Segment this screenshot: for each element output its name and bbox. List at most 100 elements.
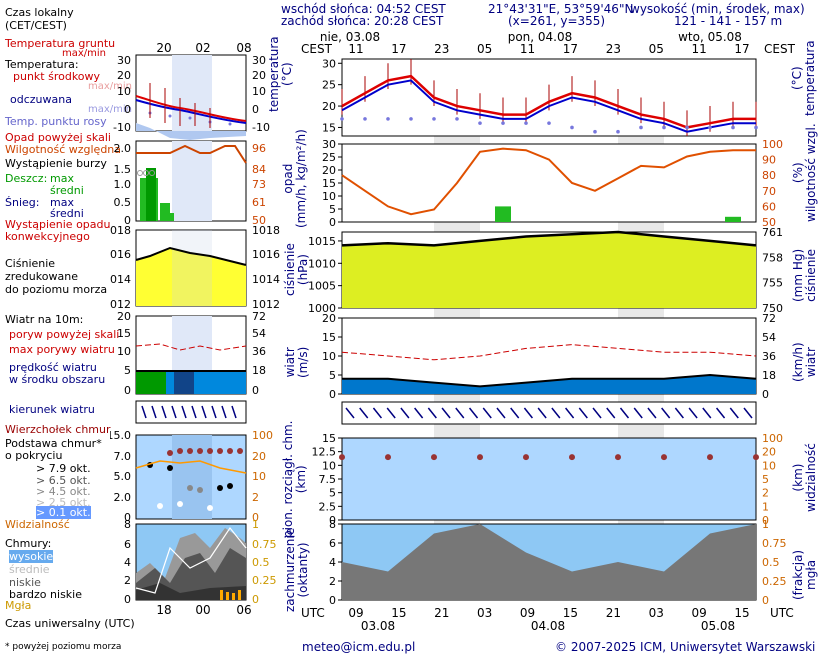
cloud-top-dot (569, 454, 575, 461)
svg-text:1016: 1016 (110, 248, 131, 261)
cloud-top-dot (753, 454, 759, 461)
wind-arrow (523, 407, 533, 419)
dew-point (478, 121, 482, 125)
y2tick-label-5: 1 (762, 518, 769, 531)
label-cover-right: (frakcja) mgła (791, 549, 818, 600)
legend-clouds: Chmury: (5, 537, 52, 550)
sunrise-text: wschód słońca: 04:52 CEST (281, 2, 446, 16)
date-label-2: pon, 04.08 (508, 30, 573, 44)
legend-cl-mid: średnie (9, 563, 50, 576)
ytick-label-3: 15 (322, 331, 336, 344)
utc-hour: 15 (563, 606, 578, 620)
svg-text:2: 2 (252, 491, 259, 504)
footnote: * powyżej poziomu morza (5, 642, 122, 652)
legend-rain-mean: średni (50, 184, 84, 197)
ytick-label-5: 8 (329, 518, 336, 531)
ytick-label-5: 2 (329, 575, 336, 588)
cloud-top-dot (477, 454, 483, 461)
wind-arrow (427, 407, 437, 419)
dew-point (340, 117, 344, 121)
legend-soil-sub: max/min (62, 48, 107, 59)
legend-snow: Śnieg: (5, 196, 40, 209)
local-hour: 05 (649, 42, 664, 56)
wind-arrow (345, 407, 355, 419)
y2tick-label-5: 0.25 (762, 575, 787, 588)
ytick-label-5: 0 (329, 594, 336, 607)
svg-text:1.0: 1.0 (114, 178, 132, 191)
utc-tick-2: 00 (195, 603, 210, 617)
utc-hour: 15 (391, 606, 406, 620)
svg-text:0: 0 (252, 593, 259, 606)
wind-arrow (386, 407, 396, 419)
svg-text:1012: 1012 (252, 298, 280, 311)
legend-cl-low: niskie (9, 576, 41, 589)
y2tick-label-4: 1 (762, 500, 769, 513)
local-tick-2: 02 (195, 41, 210, 55)
label-wind-left: wiatr (m/s) (283, 346, 310, 378)
svg-text:2.0: 2.0 (114, 491, 132, 504)
svg-text:0: 0 (252, 384, 259, 397)
label-press-left: ciśnienie (hPa) (283, 243, 310, 296)
ytick-label-2: 1015 (308, 235, 336, 248)
legend-convective: Wystąpienie opadu konwekcyjnego (5, 218, 111, 243)
dew-point (685, 125, 689, 130)
y2tick-label-5: 0.5 (762, 556, 780, 569)
ytick-label-2: 1000 (308, 302, 336, 315)
y2tick-label-4: 20 (762, 446, 776, 459)
date-label-3: wto, 05.08 (678, 30, 742, 44)
svg-text:1018: 1018 (252, 224, 280, 237)
dew-point (363, 117, 367, 121)
svg-text:1012: 1012 (110, 298, 131, 311)
svg-text:15.0: 15.0 (110, 429, 131, 442)
utc-date-3: 05.08 (701, 619, 735, 633)
y2tick-label-1: 60 (762, 200, 776, 213)
wind-arrow (633, 407, 643, 419)
wind-arrow (537, 407, 547, 419)
dew-point (570, 125, 574, 130)
ytick-label-1: 0 (329, 216, 336, 229)
local-hour: 11 (691, 42, 706, 56)
svg-text:6: 6 (124, 538, 131, 551)
svg-text:1: 1 (252, 518, 259, 531)
local-hour: 05 (477, 42, 492, 56)
svg-text:84: 84 (252, 163, 266, 176)
wind-arrow (510, 407, 520, 419)
svg-text:0.5: 0.5 (114, 196, 132, 209)
utc-hour: 21 (434, 606, 449, 620)
label-base-right: (km) widzialność (791, 443, 818, 512)
svg-text:72: 72 (252, 310, 266, 323)
utc-tick-1: 18 (156, 603, 171, 617)
svg-text:4: 4 (124, 556, 131, 569)
svg-text:2.0: 2.0 (114, 142, 132, 155)
svg-text:20: 20 (252, 69, 266, 82)
wind-arrow (702, 407, 712, 419)
email-link[interactable]: meteo@icm.edu.pl (302, 640, 416, 654)
top-cest-left: CEST (301, 42, 333, 56)
wind-arrow (674, 407, 684, 419)
ytick-label-1: 20 (322, 164, 336, 177)
utc-hour: 21 (606, 606, 621, 620)
ytick-label-2: 1005 (308, 280, 336, 293)
label-press-right: (mm Hg) ciśnienie (791, 248, 818, 302)
dew-point (547, 121, 551, 125)
panel-wind-dir (341, 401, 757, 425)
legend-fog: Mgła (5, 599, 32, 612)
svg-text:0: 0 (252, 103, 259, 116)
wind-arrow (729, 407, 739, 419)
y2tick-label-4: 0 (762, 514, 769, 527)
y2tick-label-5: 0.75 (762, 537, 787, 550)
ytick-label-2: 1010 (308, 257, 336, 270)
pressure-area (342, 232, 756, 308)
svg-text:5.0: 5.0 (114, 470, 132, 483)
local-hour: 11 (348, 42, 363, 56)
svg-text:0: 0 (124, 103, 131, 116)
y2tick-label-3: 0 (762, 388, 769, 401)
ytick-label-3: 0 (329, 388, 336, 401)
cloud-top-dot (431, 454, 437, 461)
legend-snow-max: max (50, 196, 74, 209)
legend-okt-3: > 4.5 okt. (36, 485, 91, 498)
dew-point (754, 125, 758, 130)
elevation-values: 121 - 141 - 157 m (674, 14, 783, 28)
y2tick-label-1: 70 (762, 185, 776, 198)
legend-okt-1: > 7.9 okt. (36, 462, 91, 475)
